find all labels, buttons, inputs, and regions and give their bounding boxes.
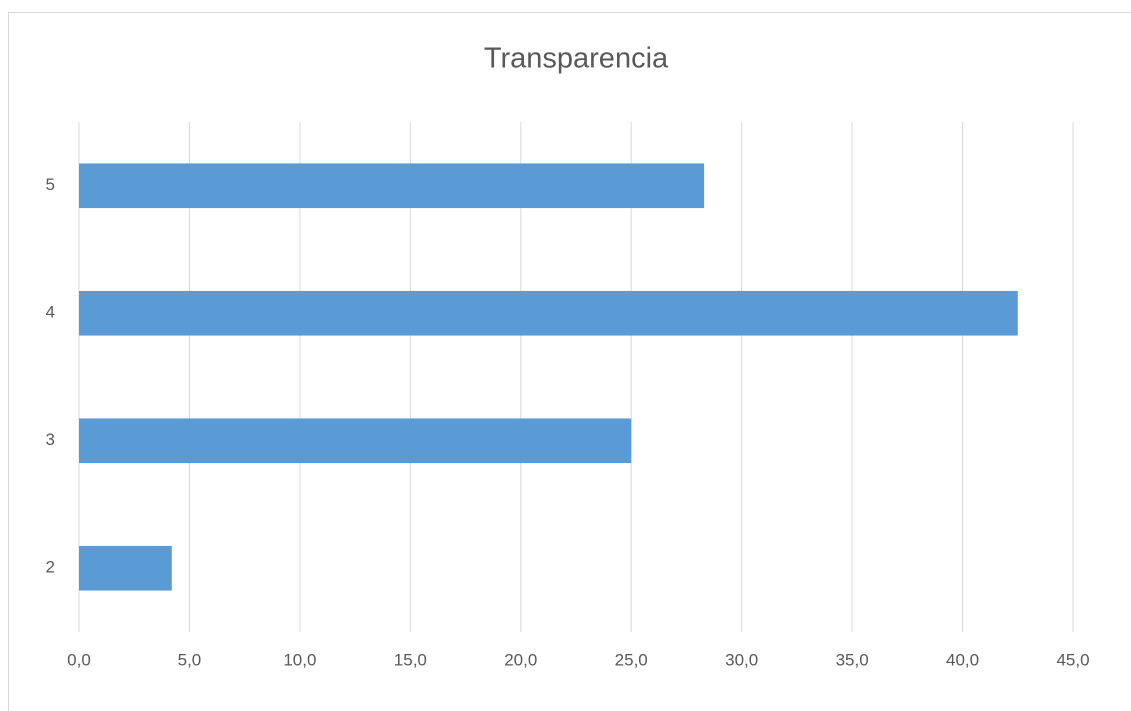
x-tick-label: 0,0 <box>67 650 91 669</box>
y-tick-label: 5 <box>46 175 55 194</box>
bar <box>79 290 1018 336</box>
x-tick-label: 15,0 <box>394 650 427 669</box>
y-tick-label: 4 <box>46 303 55 322</box>
bar <box>79 163 705 209</box>
chart-title: Transparencia <box>484 43 669 75</box>
x-tick-label: 20,0 <box>504 650 537 669</box>
chart-border <box>8 12 1131 711</box>
x-tick-label: 35,0 <box>836 650 869 669</box>
y-tick-label: 3 <box>46 430 55 449</box>
x-tick-label: 45,0 <box>1056 650 1089 669</box>
x-tick-label: 5,0 <box>178 650 202 669</box>
bar <box>79 545 172 591</box>
x-tick-label: 25,0 <box>615 650 648 669</box>
x-tick-label: 30,0 <box>725 650 758 669</box>
x-tick-label: 10,0 <box>283 650 316 669</box>
x-tick-label: 40,0 <box>946 650 979 669</box>
y-tick-label: 2 <box>46 558 55 577</box>
bar <box>79 418 632 464</box>
